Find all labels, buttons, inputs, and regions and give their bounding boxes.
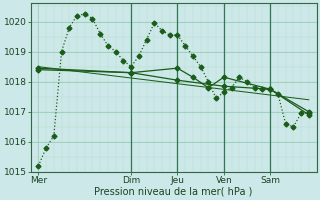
X-axis label: Pression niveau de la mer( hPa ): Pression niveau de la mer( hPa ) [94, 187, 253, 197]
